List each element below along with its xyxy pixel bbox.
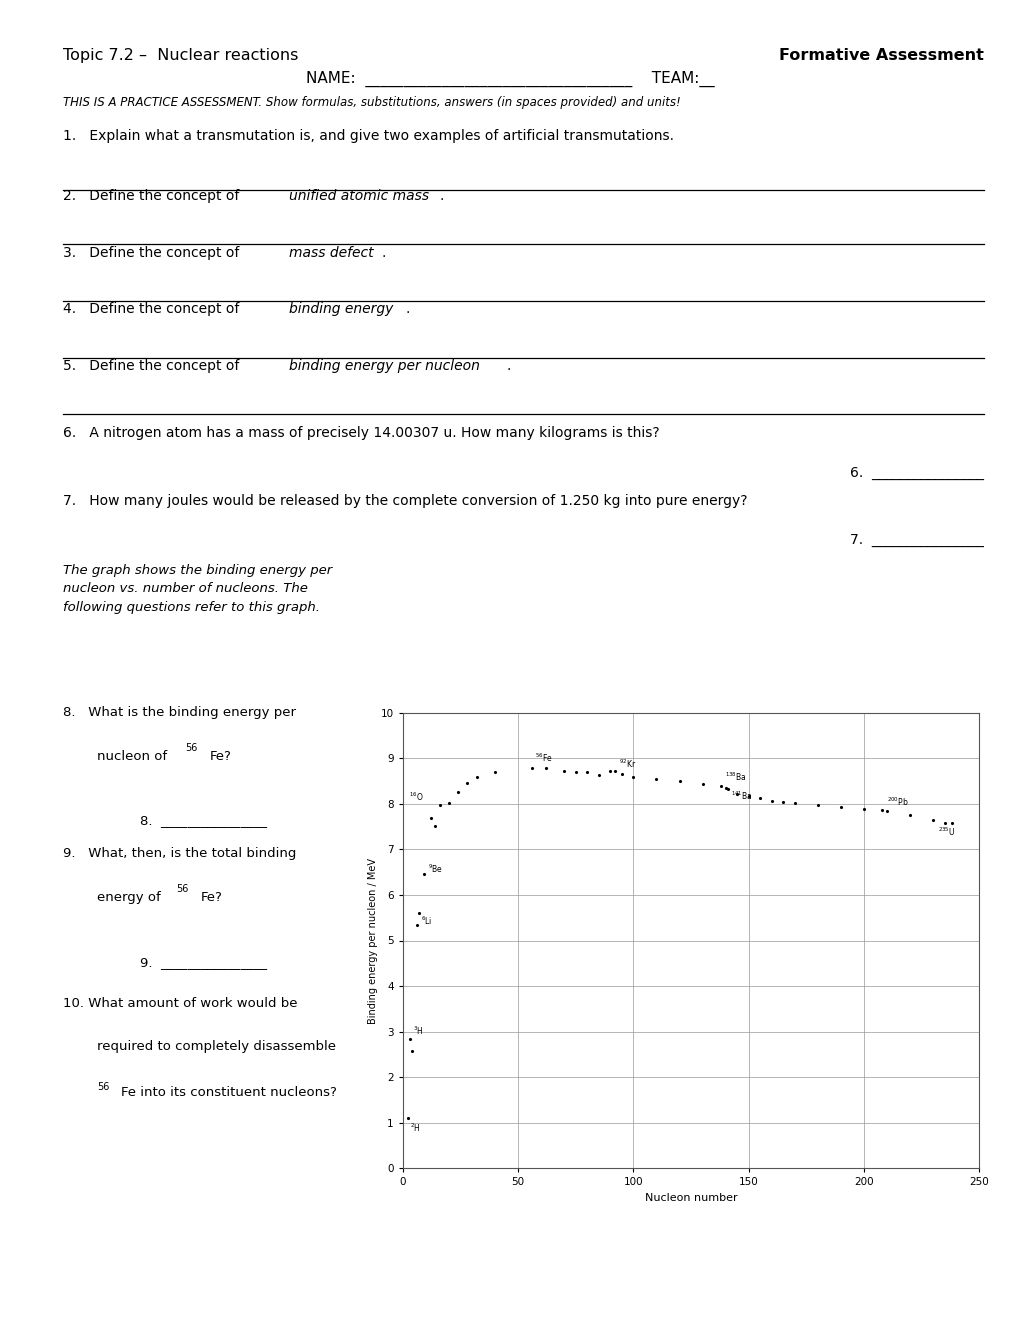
X-axis label: Nucleon number: Nucleon number: [644, 1193, 737, 1203]
Text: $^{3}$H: $^{3}$H: [413, 1024, 423, 1038]
Text: 3.   Define the concept of: 3. Define the concept of: [63, 246, 244, 260]
Text: $^{92}$Kr: $^{92}$Kr: [619, 758, 636, 771]
Text: .: .: [439, 189, 443, 203]
Text: .: .: [406, 302, 410, 317]
Text: .: .: [506, 359, 511, 374]
Text: binding energy per nucleon: binding energy per nucleon: [288, 359, 479, 374]
Text: $^{200}$Pb: $^{200}$Pb: [886, 795, 907, 808]
Text: nucleon of: nucleon of: [97, 750, 171, 763]
Text: required to completely disassemble: required to completely disassemble: [97, 1040, 335, 1053]
Text: .: .: [381, 246, 385, 260]
Text: 1.   Explain what a transmutation is, and give two examples of artificial transm: 1. Explain what a transmutation is, and …: [63, 129, 674, 144]
Text: 7.   How many joules would be released by the complete conversion of 1.250 kg in: 7. How many joules would be released by …: [63, 494, 747, 508]
Text: 5.   Define the concept of: 5. Define the concept of: [63, 359, 244, 374]
Text: 6.   A nitrogen atom has a mass of precisely 14.00307 u. How many kilograms is t: 6. A nitrogen atom has a mass of precise…: [63, 426, 659, 441]
Text: mass defect: mass defect: [288, 246, 373, 260]
Y-axis label: Binding energy per nucleon / MeV: Binding energy per nucleon / MeV: [368, 858, 378, 1023]
Text: Topic 7.2 –  Nuclear reactions: Topic 7.2 – Nuclear reactions: [63, 48, 299, 62]
Text: $^{141}$Ba: $^{141}$Ba: [730, 789, 752, 803]
Text: 10. What amount of work would be: 10. What amount of work would be: [63, 997, 298, 1010]
Text: 7.  ________________: 7. ________________: [850, 533, 983, 548]
Text: 9.   What, then, is the total binding: 9. What, then, is the total binding: [63, 847, 297, 861]
Text: $^{235}$U: $^{235}$U: [936, 826, 954, 838]
Text: binding energy: binding energy: [288, 302, 392, 317]
Text: unified atomic mass: unified atomic mass: [288, 189, 428, 203]
Text: $^{9}$Be: $^{9}$Be: [427, 862, 442, 875]
Text: 6.  ________________: 6. ________________: [850, 466, 983, 480]
Text: THIS IS A PRACTICE ASSESSMENT. Show formulas, substitutions, answers (in spaces : THIS IS A PRACTICE ASSESSMENT. Show form…: [63, 96, 681, 110]
Text: Fe?: Fe?: [210, 750, 231, 763]
Text: Fe into its constituent nucleons?: Fe into its constituent nucleons?: [121, 1086, 337, 1100]
Text: The graph shows the binding energy per
nucleon vs. number of nucleons. The
follo: The graph shows the binding energy per n…: [63, 564, 332, 614]
Text: 9.  ________________: 9. ________________: [140, 956, 267, 969]
Text: 4.   Define the concept of: 4. Define the concept of: [63, 302, 244, 317]
Text: $^{6}$Li: $^{6}$Li: [421, 915, 432, 928]
Text: 2.   Define the concept of: 2. Define the concept of: [63, 189, 244, 203]
Text: $^{2}$H: $^{2}$H: [410, 1121, 421, 1134]
Text: 8.  ________________: 8. ________________: [140, 814, 267, 828]
Text: $^{16}$O: $^{16}$O: [409, 791, 424, 803]
Text: Fe?: Fe?: [201, 891, 222, 904]
Text: NAME:  ___________________________________    TEAM:__: NAME: __________________________________…: [306, 71, 713, 87]
Text: Formative Assessment: Formative Assessment: [779, 48, 983, 62]
Text: $^{56}$Fe: $^{56}$Fe: [534, 752, 552, 764]
Text: 56: 56: [185, 743, 198, 754]
Text: $^{138}$Ba: $^{138}$Ba: [725, 770, 746, 783]
Text: 56: 56: [176, 884, 189, 895]
Text: 10.  _______________: 10. _______________: [611, 1122, 740, 1135]
Text: energy of: energy of: [97, 891, 165, 904]
Text: 56: 56: [97, 1082, 109, 1093]
Text: 8.   What is the binding energy per: 8. What is the binding energy per: [63, 706, 296, 719]
